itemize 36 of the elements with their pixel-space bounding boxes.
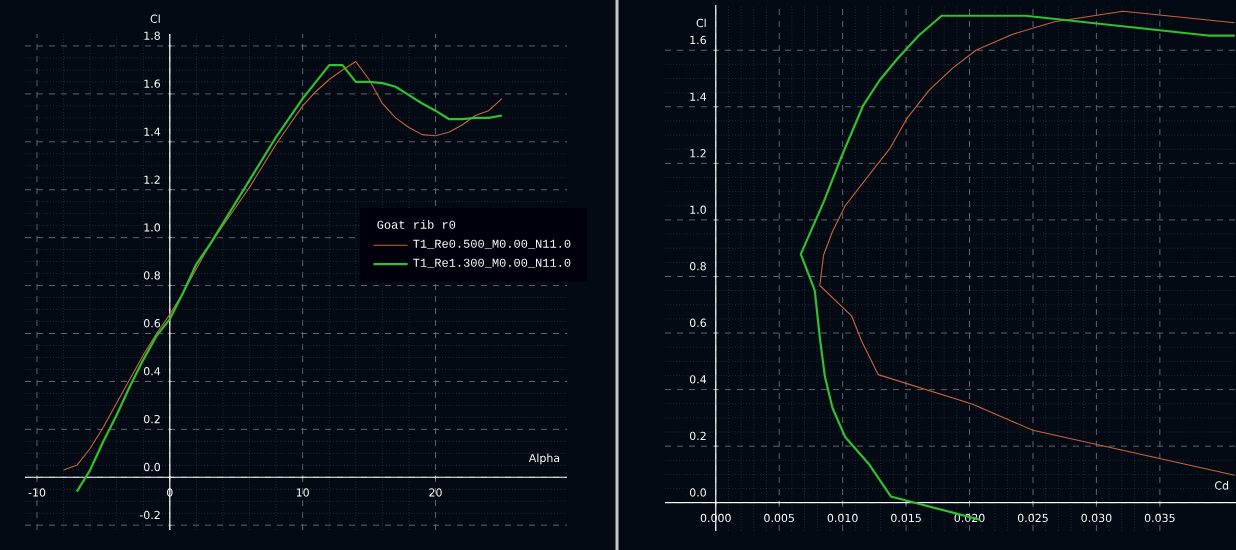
y-tick-label: 0.2 [689, 431, 706, 441]
y-tick-label: 1.0 [144, 223, 161, 232]
y-tick-label: 0.4 [143, 367, 161, 376]
y-tick-label: 1.0 [690, 205, 706, 214]
x-axis-title: Cd [1215, 481, 1229, 490]
y-tick-label: 1.2 [690, 149, 706, 158]
x-tick-label: 0.015 [891, 513, 921, 523]
y-tick-label: 0.6 [143, 319, 161, 328]
y-tick-label: 1.6 [144, 79, 161, 88]
y-tick-label: 0.0 [689, 488, 706, 497]
y-tick-label: 0.8 [143, 271, 160, 280]
y-axis-title: Cl [150, 14, 160, 23]
y-tick-label: 1.4 [690, 92, 707, 101]
x-tick-label: 0.035 [1144, 513, 1175, 523]
legend-label: T1_Re1.300_M0.00_N11.0 [413, 258, 571, 269]
x-tick-label: 10 [296, 488, 309, 497]
legend-label: T1_Re0.500_M0.00_N11.0 [413, 239, 571, 249]
y-tick-label: 0.8 [689, 262, 706, 271]
y-tick-label: 0.2 [143, 414, 160, 424]
x-tick-label: 0.010 [827, 513, 858, 523]
y-tick-label: 1.2 [144, 175, 160, 184]
y-tick-label: 1.6 [690, 35, 706, 45]
x-axis-title: Alpha [528, 453, 560, 465]
x-tick-label: 20 [429, 488, 442, 497]
x-tick-label: -10 [28, 488, 46, 497]
y-tick-label: 0.0 [143, 462, 161, 472]
y-tick-label: 0.4 [689, 375, 707, 384]
y-tick-label: -0.2 [139, 510, 160, 520]
y-tick-label: 0.6 [689, 318, 706, 327]
y-axis-title: Cl [696, 18, 706, 28]
x-tick-label: 0.030 [1081, 513, 1112, 523]
x-tick-label: 0.005 [764, 513, 794, 523]
y-tick-label: 1.4 [144, 127, 161, 136]
y-tick-label: 1.8 [144, 31, 160, 40]
x-tick-label: 0.025 [1017, 513, 1048, 523]
legend-title: Goat rib r0 [377, 219, 456, 229]
